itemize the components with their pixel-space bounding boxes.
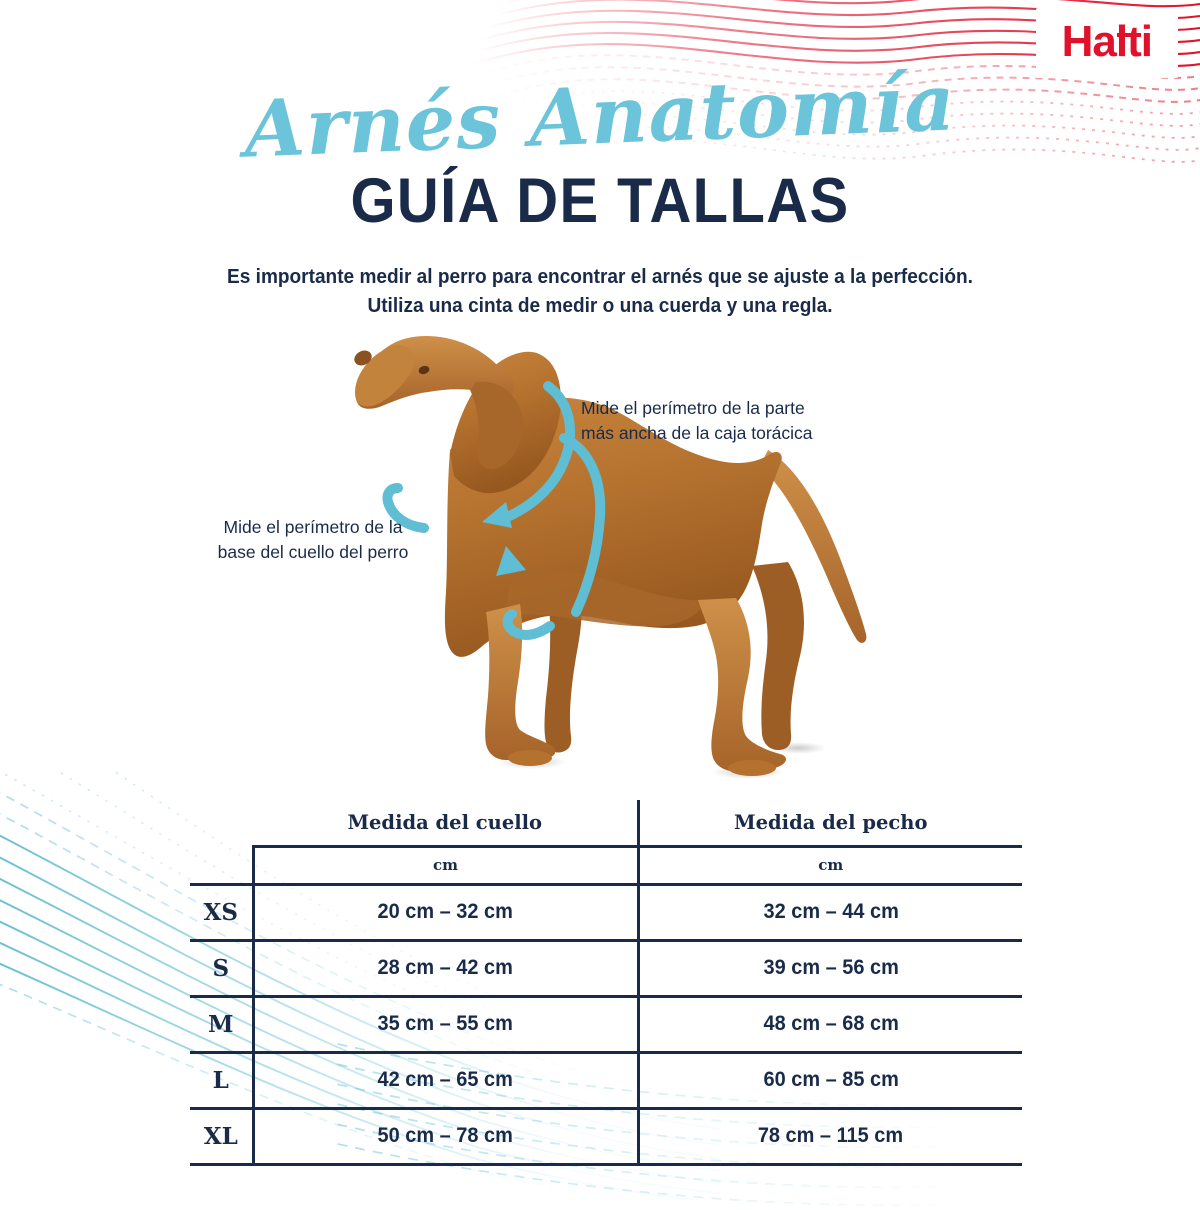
dog-illustration	[354, 336, 867, 779]
row-neck-range: 35 cm – 55 cm	[251, 994, 640, 1052]
neck-measurement-loop	[382, 381, 576, 533]
dog-paw	[728, 760, 776, 776]
size-chart-table: Medida del cuello Medida del pecho cm cm…	[190, 800, 1022, 1166]
unit-chest: cm	[638, 844, 1022, 884]
unit-chest-label: cm	[818, 855, 844, 874]
brand-logo: Halti	[1035, 8, 1178, 78]
chest-loop-arrowhead	[496, 546, 526, 576]
table-row: S 28 cm – 42 cm 39 cm – 56 cm	[190, 938, 1022, 996]
header-size	[190, 800, 253, 846]
neck-annotation-line-2: base del cuello del perro	[217, 542, 409, 563]
row-size-label: XS	[190, 882, 253, 940]
table-unit-row: cm cm	[190, 844, 1022, 884]
row-chest-range: 60 cm – 85 cm	[638, 1050, 1022, 1108]
dog-ear	[470, 381, 523, 470]
page-title: GUÍA DE TALLAS	[350, 166, 850, 236]
row-chest-range: 32 cm – 44 cm	[638, 882, 1022, 940]
logo-wordmark: Halti	[1061, 17, 1153, 66]
logo-t-strike	[1116, 33, 1132, 37]
dog-leg-hind-near	[698, 598, 786, 772]
table-row: XS 20 cm – 32 cm 32 cm – 44 cm	[190, 882, 1022, 940]
subtitle: Es importante medir al perro para encont…	[42, 262, 1158, 320]
row-neck-range: 50 cm – 78 cm	[251, 1106, 640, 1166]
unit-neck: cm	[251, 844, 640, 884]
size-xl: XL	[203, 1122, 238, 1150]
dog-leg-hind-far	[752, 562, 804, 750]
table-row: L 42 cm – 65 cm 60 cm – 85 cm	[190, 1050, 1022, 1108]
table-row: M 35 cm – 55 cm 48 cm – 68 cm	[190, 994, 1022, 1052]
row-size-label: S	[190, 938, 253, 996]
row-chest-range: 39 cm – 56 cm	[638, 938, 1022, 996]
dog-leg-front-near	[485, 604, 556, 760]
row-size-label: M	[190, 994, 253, 1052]
chest-measurement-loop	[502, 433, 606, 640]
chest-annotation-line-2: más ancha de la caja torácica	[581, 423, 813, 444]
row-neck-range: 42 cm – 65 cm	[251, 1050, 640, 1108]
row-chest-range: 78 cm – 115 cm	[638, 1106, 1022, 1166]
neck-annotation-line-1: Mide el perímetro de la	[223, 517, 403, 537]
neck-loop-arrowhead	[482, 502, 512, 528]
row-neck-range: 20 cm – 32 cm	[251, 882, 640, 940]
row-size-label: XL	[190, 1106, 253, 1166]
row-chest-range: 48 cm – 68 cm	[638, 994, 1022, 1052]
chest-measurement-annotation: Mide el perímetro de la parte más ancha …	[581, 396, 901, 447]
dog-tail	[760, 450, 867, 643]
unit-neck-label: cm	[432, 855, 458, 874]
table-row: XL 50 cm – 78 cm 78 cm – 115 cm	[190, 1106, 1022, 1166]
unit-size	[190, 846, 253, 884]
dog-paw	[508, 750, 552, 766]
dog-nose	[354, 350, 372, 366]
size-m: M	[208, 1010, 234, 1038]
header-neck-measurement: Medida del cuello	[253, 800, 640, 846]
chest-annotation-line-1: Mide el perímetro de la parte	[581, 398, 805, 418]
script-title: Arnés Anatomía	[242, 57, 958, 176]
subtitle-line-1: Es importante medir al perro para encont…	[227, 265, 973, 288]
size-l: L	[212, 1066, 229, 1094]
table-header-row: Medida del cuello Medida del pecho	[190, 800, 1022, 846]
size-s: S	[212, 954, 230, 982]
dog-muzzle	[355, 344, 415, 407]
subtitle-line-2: Utiliza una cinta de medir o una cuerda …	[367, 294, 833, 318]
size-xs: XS	[203, 898, 238, 926]
dog-belly	[507, 568, 706, 627]
dog-eye	[418, 365, 430, 375]
row-neck-range: 28 cm – 42 cm	[251, 938, 640, 996]
header-chest-measurement: Medida del pecho	[734, 810, 928, 834]
neck-measurement-annotation: Mide el perímetro de la base del cuello …	[178, 515, 448, 566]
row-size-label: L	[190, 1050, 253, 1108]
